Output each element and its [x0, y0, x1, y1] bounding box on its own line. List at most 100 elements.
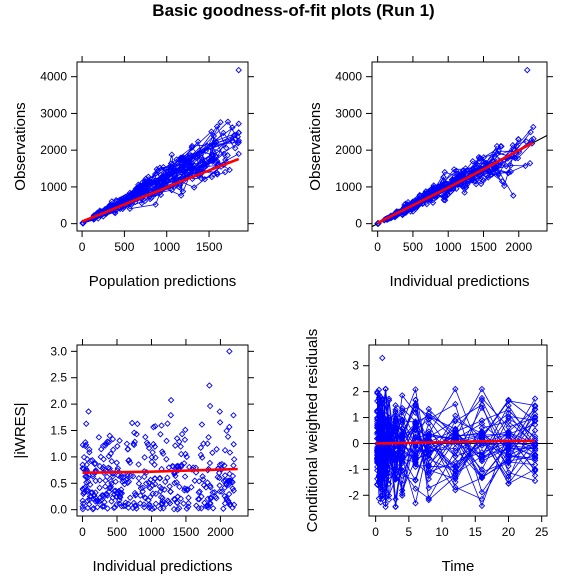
data-point: [182, 426, 189, 434]
data-point: [151, 480, 159, 488]
data-point: [208, 128, 215, 135]
data-point: [146, 195, 154, 203]
data-point: [176, 183, 183, 191]
data-point: [385, 446, 393, 454]
data-point: [124, 500, 132, 507]
data-point: [161, 478, 169, 486]
data-point: [392, 457, 399, 464]
data-point: [471, 177, 479, 185]
data-point: [159, 175, 166, 182]
page-title: Basic goodness-of-fit plots (Run 1): [152, 1, 435, 20]
data-point: [112, 478, 119, 485]
data-point: [191, 477, 199, 484]
data-point: [377, 404, 384, 412]
x-tick-label: 10: [435, 525, 449, 539]
data-point: [416, 192, 424, 200]
data-point: [158, 485, 165, 492]
data-point: [514, 154, 522, 162]
data-point: [229, 137, 236, 145]
data-point: [174, 167, 182, 175]
data-point: [183, 453, 191, 461]
data-point: [505, 480, 512, 487]
data-point: [531, 417, 539, 424]
data-point: [379, 411, 386, 418]
data-point: [86, 446, 93, 453]
data-point: [480, 154, 487, 161]
data-point: [377, 484, 384, 491]
data-point: [392, 458, 399, 466]
data-point: [228, 478, 235, 485]
x-tick-label: 1500: [173, 525, 200, 539]
data-point: [125, 457, 132, 464]
data-point: [171, 173, 178, 181]
y-tick-label: 3.0: [50, 344, 67, 358]
data-point: [484, 174, 492, 181]
data-point: [379, 486, 386, 494]
data-point: [223, 494, 230, 502]
data-point: [377, 432, 384, 440]
data-point: [149, 449, 156, 456]
y-tick-label: 3000: [40, 106, 67, 120]
data-point: [105, 438, 113, 446]
data-point: [377, 426, 384, 434]
data-point: [531, 414, 539, 422]
data-point: [530, 135, 537, 143]
data-point: [478, 466, 486, 473]
panel-time-cwres: 0 5 10 15 20 25 -2 -1 0 1 2 3 Time Conditional weight…: [304, 329, 553, 575]
data-point: [173, 479, 180, 486]
data-point: [385, 452, 393, 460]
data-point: [114, 465, 122, 472]
data-point: [182, 450, 189, 458]
data-point: [505, 413, 512, 420]
data-point: [116, 500, 123, 507]
x-tick-label: 0: [79, 240, 86, 254]
data-point: [505, 469, 512, 476]
data-point: [163, 171, 170, 179]
data-point: [216, 474, 223, 482]
data-point: [230, 462, 237, 469]
data-point: [211, 137, 219, 145]
data-point: [441, 196, 449, 204]
data-point: [161, 486, 168, 493]
data-point: [168, 151, 175, 158]
data-point: [412, 396, 419, 404]
data-point: [221, 168, 229, 176]
data-point: [143, 187, 150, 194]
data-point: [460, 167, 467, 174]
data-point: [374, 467, 381, 474]
data-point: [412, 433, 419, 441]
data-point: [197, 444, 205, 451]
x-axis-label: Individual predictions: [92, 558, 232, 575]
data-point: [375, 478, 383, 486]
data-point: [119, 205, 126, 213]
data-point: [102, 483, 109, 490]
y-axis-label: |iWRES|: [12, 402, 29, 458]
data-point: [412, 452, 419, 459]
data-point: [385, 480, 393, 488]
data-point: [222, 156, 229, 164]
x-tick-label: 5: [406, 525, 413, 539]
data-point: [530, 123, 537, 131]
data-point: [452, 486, 459, 494]
data-point: [412, 454, 419, 461]
data-point: [505, 458, 512, 466]
data-point: [374, 454, 381, 461]
data-point: [531, 447, 539, 454]
data-point: [379, 482, 386, 490]
data-point: [201, 499, 208, 507]
data-point: [95, 434, 103, 441]
data-point: [385, 445, 393, 453]
data-point: [510, 192, 517, 199]
data-point: [158, 448, 166, 455]
data-point: [385, 465, 393, 473]
x-tick-label: 1000: [435, 240, 462, 254]
data-point: [102, 477, 109, 484]
data-point: [178, 430, 186, 438]
data-point: [398, 433, 406, 440]
plot-frame: [76, 61, 249, 232]
data-point: [114, 443, 121, 450]
data-point: [96, 484, 103, 492]
data-point: [183, 505, 191, 512]
data-point: [177, 463, 185, 471]
data-point: [173, 174, 180, 182]
